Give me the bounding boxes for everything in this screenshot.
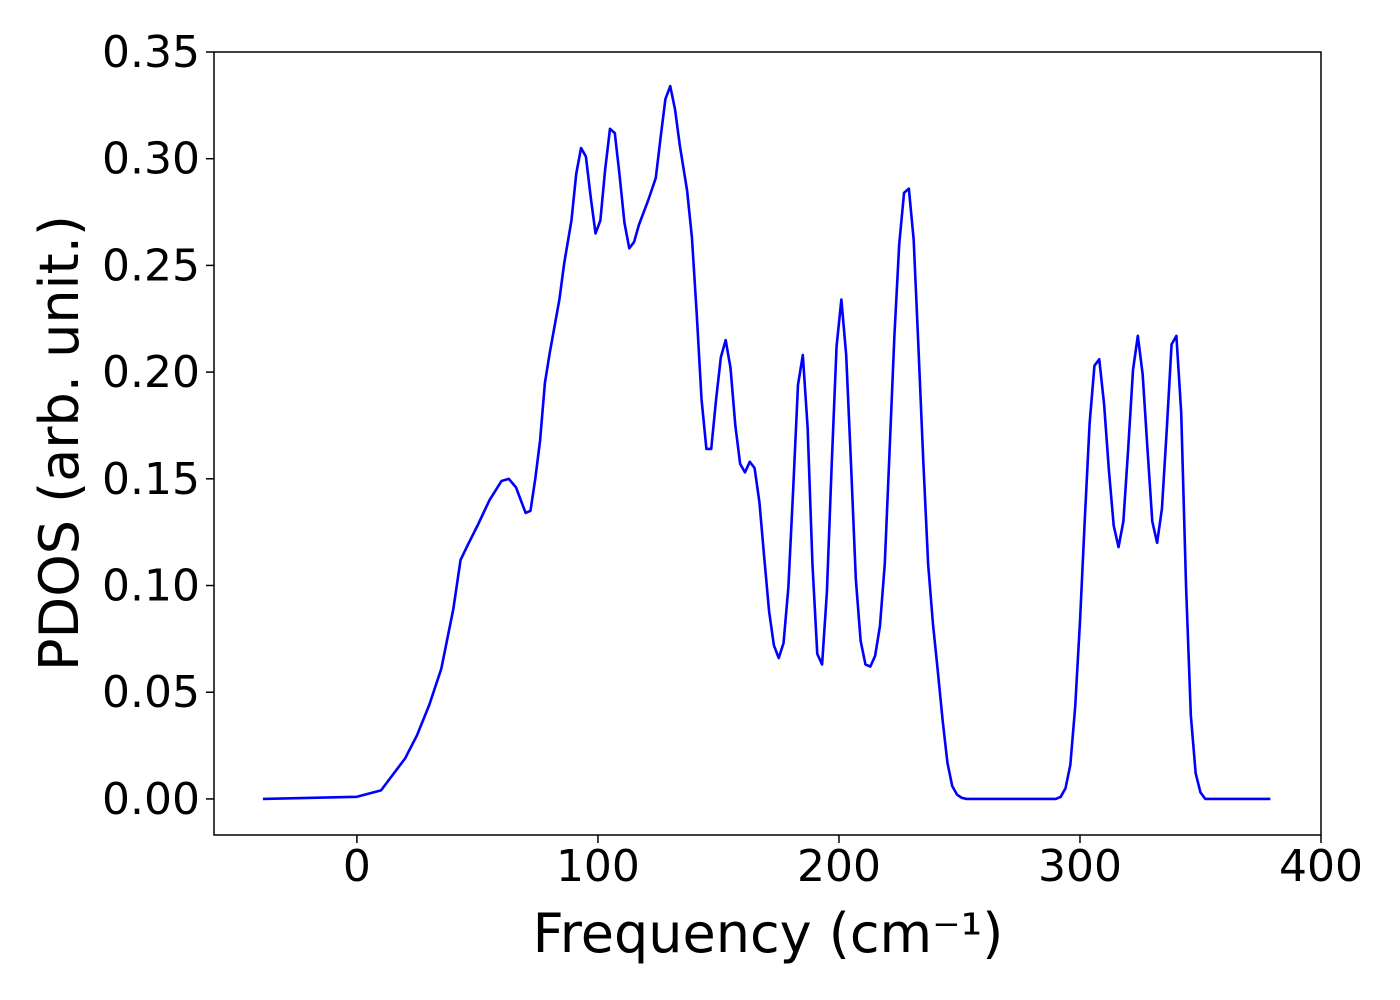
y-tick-label: 0.25 bbox=[102, 240, 200, 291]
y-tick-label: 0.00 bbox=[102, 774, 200, 825]
y-tick-label: 0.30 bbox=[102, 134, 200, 185]
y-tick-label: 0.10 bbox=[102, 561, 200, 612]
y-tick-label: 0.20 bbox=[102, 347, 200, 398]
x-axis-label: Frequency (cm⁻¹) bbox=[533, 902, 1004, 965]
plot-frame bbox=[213, 51, 1322, 836]
y-axis-label: PDOS (arb. unit.) bbox=[28, 215, 91, 671]
y-tick-label: 0.15 bbox=[102, 454, 200, 505]
data-line bbox=[262, 84, 1271, 801]
x-tick-label: 300 bbox=[1038, 841, 1122, 892]
x-tick-label: 0 bbox=[343, 841, 371, 892]
y-tick-label: 0.05 bbox=[102, 667, 200, 718]
x-tick-label: 100 bbox=[556, 841, 640, 892]
y-tick-label: 0.35 bbox=[102, 27, 200, 78]
x-tick-label: 400 bbox=[1279, 841, 1363, 892]
x-tick-label: 200 bbox=[797, 841, 881, 892]
